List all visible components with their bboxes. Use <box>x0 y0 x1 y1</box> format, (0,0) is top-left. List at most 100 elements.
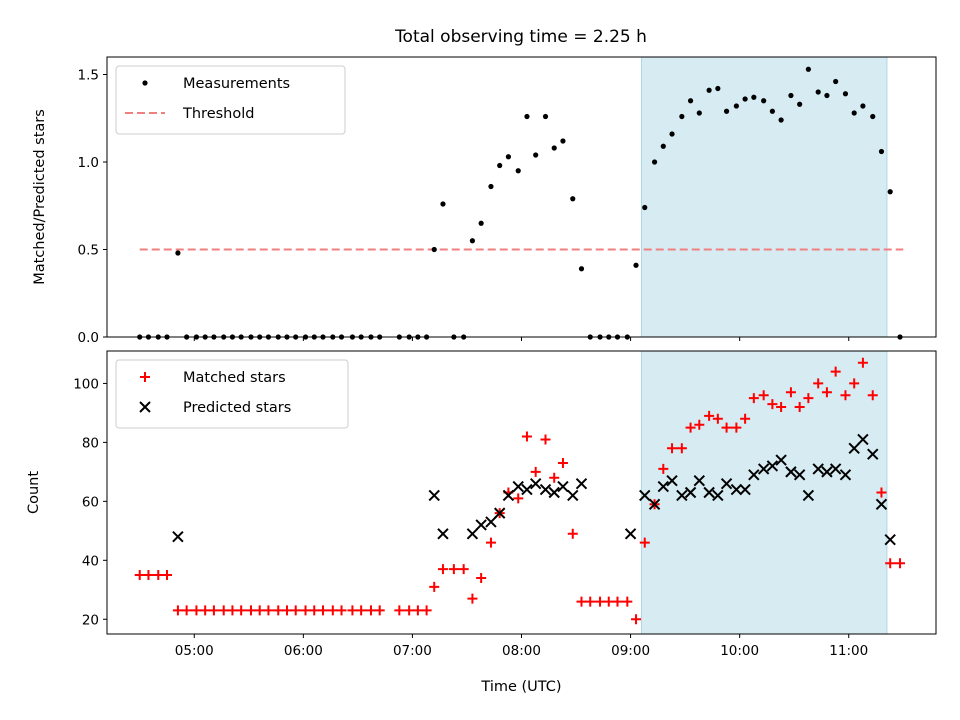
data-point <box>757 463 770 475</box>
chart-title: Total observing time = 2.25 h <box>394 27 647 47</box>
data-point <box>878 148 885 155</box>
data-point <box>161 570 172 581</box>
y-tick-label: 40 <box>82 553 99 569</box>
data-point <box>731 422 742 433</box>
data-point <box>693 475 706 487</box>
data-point <box>676 443 687 454</box>
legend-marker <box>139 401 151 413</box>
data-point <box>172 531 184 543</box>
data-point <box>793 469 806 481</box>
data-point <box>712 489 724 502</box>
data-point <box>567 489 579 502</box>
data-point <box>374 605 385 616</box>
data-point <box>404 605 415 616</box>
data-point <box>245 605 256 616</box>
data-point <box>829 463 842 475</box>
data-point <box>715 85 721 92</box>
ratio-panel: 0.0 0.5 1.0 1.5 Matched/Predicted stars Measu… <box>32 56 937 346</box>
data-point <box>761 98 767 104</box>
data-point <box>469 238 476 244</box>
data-point <box>431 246 437 253</box>
legend-marker <box>142 80 148 86</box>
y-tick-label: 1.5 <box>78 68 99 84</box>
data-point <box>785 387 796 398</box>
data-point <box>875 498 888 510</box>
data-point <box>703 486 715 499</box>
data-point <box>300 605 311 616</box>
data-point <box>394 605 405 616</box>
data-point <box>687 98 694 104</box>
legend-0: Measurements Threshold <box>115 65 346 135</box>
data-point <box>603 596 614 607</box>
data-point <box>153 570 164 581</box>
data-point <box>876 487 887 498</box>
series-matched-stars <box>134 357 906 625</box>
data-point <box>758 390 769 401</box>
series-predicted-stars <box>172 433 896 546</box>
x-tick-label: 07:00 <box>393 643 432 659</box>
data-point <box>263 605 274 616</box>
data-point <box>648 498 661 510</box>
data-point <box>867 390 878 401</box>
data-point <box>485 516 497 528</box>
data-point <box>624 528 637 540</box>
data-point <box>775 454 787 466</box>
data-point <box>815 89 821 95</box>
data-point <box>849 378 860 389</box>
data-point <box>570 196 576 202</box>
data-point <box>633 262 639 268</box>
data-point <box>870 113 876 120</box>
data-point <box>557 480 569 493</box>
data-point <box>540 434 551 445</box>
data-point <box>134 570 145 581</box>
y-tick-label: 100 <box>73 376 99 392</box>
data-point <box>478 220 484 226</box>
data-point <box>740 413 751 424</box>
data-point <box>290 605 301 616</box>
data-point <box>542 113 549 120</box>
data-point <box>684 486 697 499</box>
data-point <box>515 168 521 174</box>
data-point <box>803 393 814 404</box>
data-point <box>720 477 733 490</box>
data-point <box>821 387 832 398</box>
x-tick-label: 05:00 <box>175 643 214 659</box>
data-point <box>639 537 650 548</box>
data-point <box>802 489 815 502</box>
data-point <box>524 113 530 120</box>
data-point <box>557 458 568 469</box>
data-point <box>657 480 670 493</box>
data-point <box>595 596 606 607</box>
y-tick-label: 20 <box>82 612 99 628</box>
data-point <box>848 442 860 454</box>
data-point <box>797 101 803 107</box>
data-point <box>281 605 292 616</box>
data-point <box>437 528 449 540</box>
data-point <box>356 605 367 616</box>
data-point <box>895 558 906 569</box>
data-point <box>706 87 712 93</box>
data-point <box>788 92 794 99</box>
data-point <box>839 469 852 481</box>
data-point <box>467 593 478 604</box>
data-point <box>805 66 811 72</box>
data-point <box>860 103 866 109</box>
data-point <box>851 110 857 116</box>
data-point <box>448 564 459 575</box>
data-point <box>347 605 358 616</box>
data-point <box>658 463 669 474</box>
y-tick-label: 80 <box>82 435 99 451</box>
legend-1: Matched stars Predicted stars <box>115 359 349 429</box>
legend-label: Matched stars <box>183 370 286 386</box>
data-point <box>412 605 423 616</box>
y-axis-label: Matched/Predicted stars <box>32 109 48 285</box>
data-point <box>585 596 596 607</box>
data-point <box>666 475 678 487</box>
data-point <box>513 493 524 504</box>
data-point <box>778 117 784 123</box>
legend-marker <box>140 372 150 382</box>
data-point <box>200 605 211 616</box>
data-point <box>567 528 578 539</box>
x-tick-label: 06:00 <box>284 643 323 659</box>
